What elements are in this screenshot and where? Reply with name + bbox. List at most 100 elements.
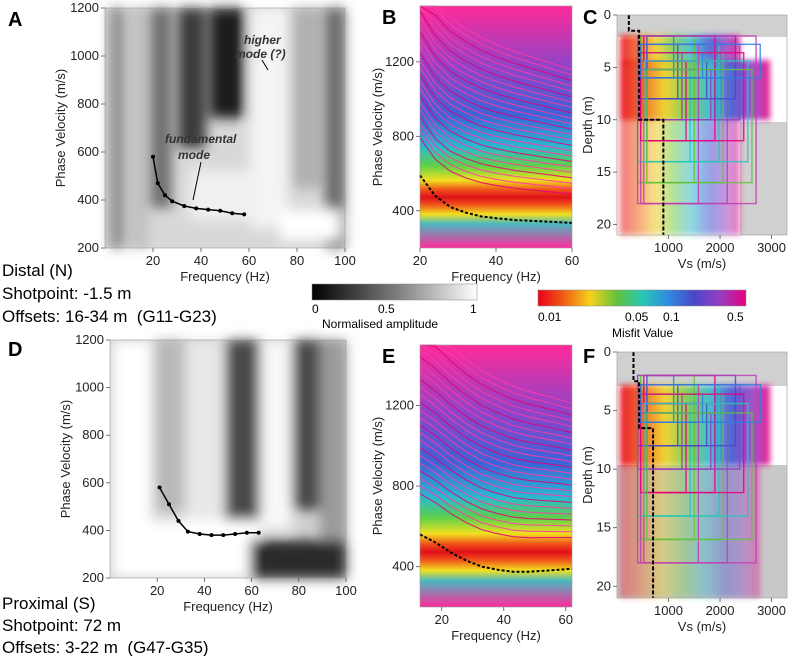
panel-f-ytick-label: 15: [597, 520, 611, 535]
profile-box: [643, 60, 749, 163]
curve-point: [209, 533, 214, 538]
misfit-line: [419, 102, 573, 168]
misfit-line: [419, 401, 573, 469]
panel-a-annotation-fundamental: fundamental: [165, 132, 237, 146]
panel-d-ytick-label: 400: [82, 522, 104, 537]
panel-a-ylabel: Phase Velocity (m/s): [53, 69, 68, 188]
panel-f-xtick-label: 3000: [757, 603, 786, 618]
panel-d-ytick-label: 1200: [75, 332, 104, 347]
curve-point: [242, 212, 247, 217]
panel-e-ytick-label: 1200: [385, 397, 414, 412]
curve-point: [176, 518, 181, 523]
panel-f-xtick-label: 1000: [654, 603, 683, 618]
curve-point: [163, 193, 167, 198]
profile-box: [639, 43, 761, 79]
panel-a-ytick-label: 400: [77, 192, 99, 207]
panel-b-ytick-label: 800: [392, 128, 414, 143]
misfit-line: [419, 470, 573, 521]
panel-e-ylabel: Phase Velocity (m/s): [370, 417, 385, 536]
panel-b-ylabel: Phase Velocity (m/s): [370, 68, 385, 187]
panel-a-ytick-label: 1200: [70, 0, 99, 15]
misfit-line: [419, 88, 573, 157]
panel-c-profile-boxes: [636, 35, 761, 205]
misfit-line: [419, 394, 573, 463]
colorbar-misfit-title: Misfit Value: [612, 326, 673, 340]
panel-b-high-misfit-lines: [419, 5, 573, 195]
misfit-line: [420, 5, 573, 71]
profile-box: [639, 52, 745, 142]
colorbar-misfit-tick-1: 0.05: [625, 310, 649, 324]
panel-f-ylabel: Depth (m): [580, 446, 595, 504]
colorbar-amplitude-title: Normalised amplitude: [322, 317, 438, 331]
misfit-line: [419, 344, 573, 422]
misfit-line: [419, 432, 573, 492]
panel-d-ylabel: Phase Velocity (m/s): [58, 400, 73, 519]
colorbar-misfit-tick-0: 0.01: [538, 310, 562, 324]
panel-d-ytick-label: 1000: [75, 380, 104, 395]
proximal-offsets: Offsets: 3-22 m (G47-G35): [2, 638, 209, 656]
panel-a-heatmap: [105, 8, 345, 248]
panel-letter-b: B: [382, 7, 396, 29]
misfit-line: [419, 5, 573, 76]
misfit-line: [420, 344, 573, 405]
panel-a-ytick-label: 1000: [70, 48, 99, 63]
curve-point: [256, 530, 261, 535]
panel-e-frame: [419, 344, 573, 608]
misfit-line: [419, 348, 573, 428]
distal-title: Distal (N): [2, 261, 73, 280]
panel-letter-c: C: [583, 7, 597, 29]
curve-point: [233, 531, 238, 536]
colorbar-amplitude-bar: [311, 283, 478, 301]
misfit-line: [419, 45, 573, 125]
panel-a-xtick-label: 80: [290, 253, 304, 268]
panel-f-frame: [616, 351, 788, 599]
misfit-line: [419, 81, 573, 152]
panel-c-ytick-label: 15: [597, 164, 611, 179]
misfit-line: [419, 17, 573, 103]
colorbar-misfit: 0.01 0.05 0.1 0.5 Misfit Value: [537, 289, 747, 340]
panel-c-ytick-label: 0: [604, 7, 611, 22]
panel-f-xlabel: Vs (m/s): [678, 619, 726, 634]
curve-point: [244, 530, 249, 535]
panel-d-ytick-label: 600: [82, 475, 104, 490]
panel-a-arrow-higher: [261, 59, 269, 71]
panel-a: higher mode (?) fundamental mode: [105, 8, 345, 248]
panel-b-xtick-label: 20: [413, 253, 427, 268]
panel-b-xtick-label: 60: [565, 253, 579, 268]
misfit-line: [419, 447, 573, 504]
misfit-line: [419, 5, 573, 87]
distal-shotpoint: Shotpoint: -1.5 m: [2, 284, 131, 303]
misfit-line: [419, 477, 573, 527]
panel-letter-d: D: [8, 339, 22, 361]
panel-d-xtick-label: 60: [244, 583, 258, 598]
panel-b-xlabel: Frequency (Hz): [451, 269, 541, 284]
panel-e-high-misfit-lines: [419, 344, 573, 539]
panel-d-frame: [109, 339, 347, 579]
colorbar-misfit-tick-2: 0.1: [663, 310, 680, 324]
panel-e-xtick-label: 40: [497, 612, 511, 627]
panel-d-ytick-label: 800: [82, 427, 104, 442]
colorbar-misfit-tick-3: 0.5: [727, 310, 744, 324]
curve-point: [221, 533, 226, 538]
panel-c-ytick-label: 5: [604, 59, 611, 74]
misfit-line: [419, 462, 573, 515]
curve-point: [167, 502, 171, 507]
panel-a-frame: [104, 7, 346, 249]
misfit-line: [419, 5, 573, 82]
curve-point: [230, 211, 235, 216]
misfit-line: [420, 344, 573, 410]
profile-box: [636, 374, 757, 564]
misfit-line: [419, 31, 573, 114]
misfit-line: [419, 10, 573, 98]
panel-d-xtick-label: 80: [292, 583, 306, 598]
panel-e-ytick-label: 800: [392, 478, 414, 493]
panel-letter-f: F: [583, 346, 595, 368]
proximal-shotpoint: Shotpoint: 72 m: [2, 616, 121, 635]
panel-e-xtick-label: 20: [434, 612, 448, 627]
panel-c-xtick-label: 3000: [757, 240, 786, 255]
panel-e-ytick-label: 400: [392, 559, 414, 574]
panel-c-xtick-label: 1000: [654, 240, 683, 255]
panel-letter-a: A: [8, 9, 22, 31]
misfit-line: [419, 74, 573, 146]
panel-b: [419, 5, 573, 248]
